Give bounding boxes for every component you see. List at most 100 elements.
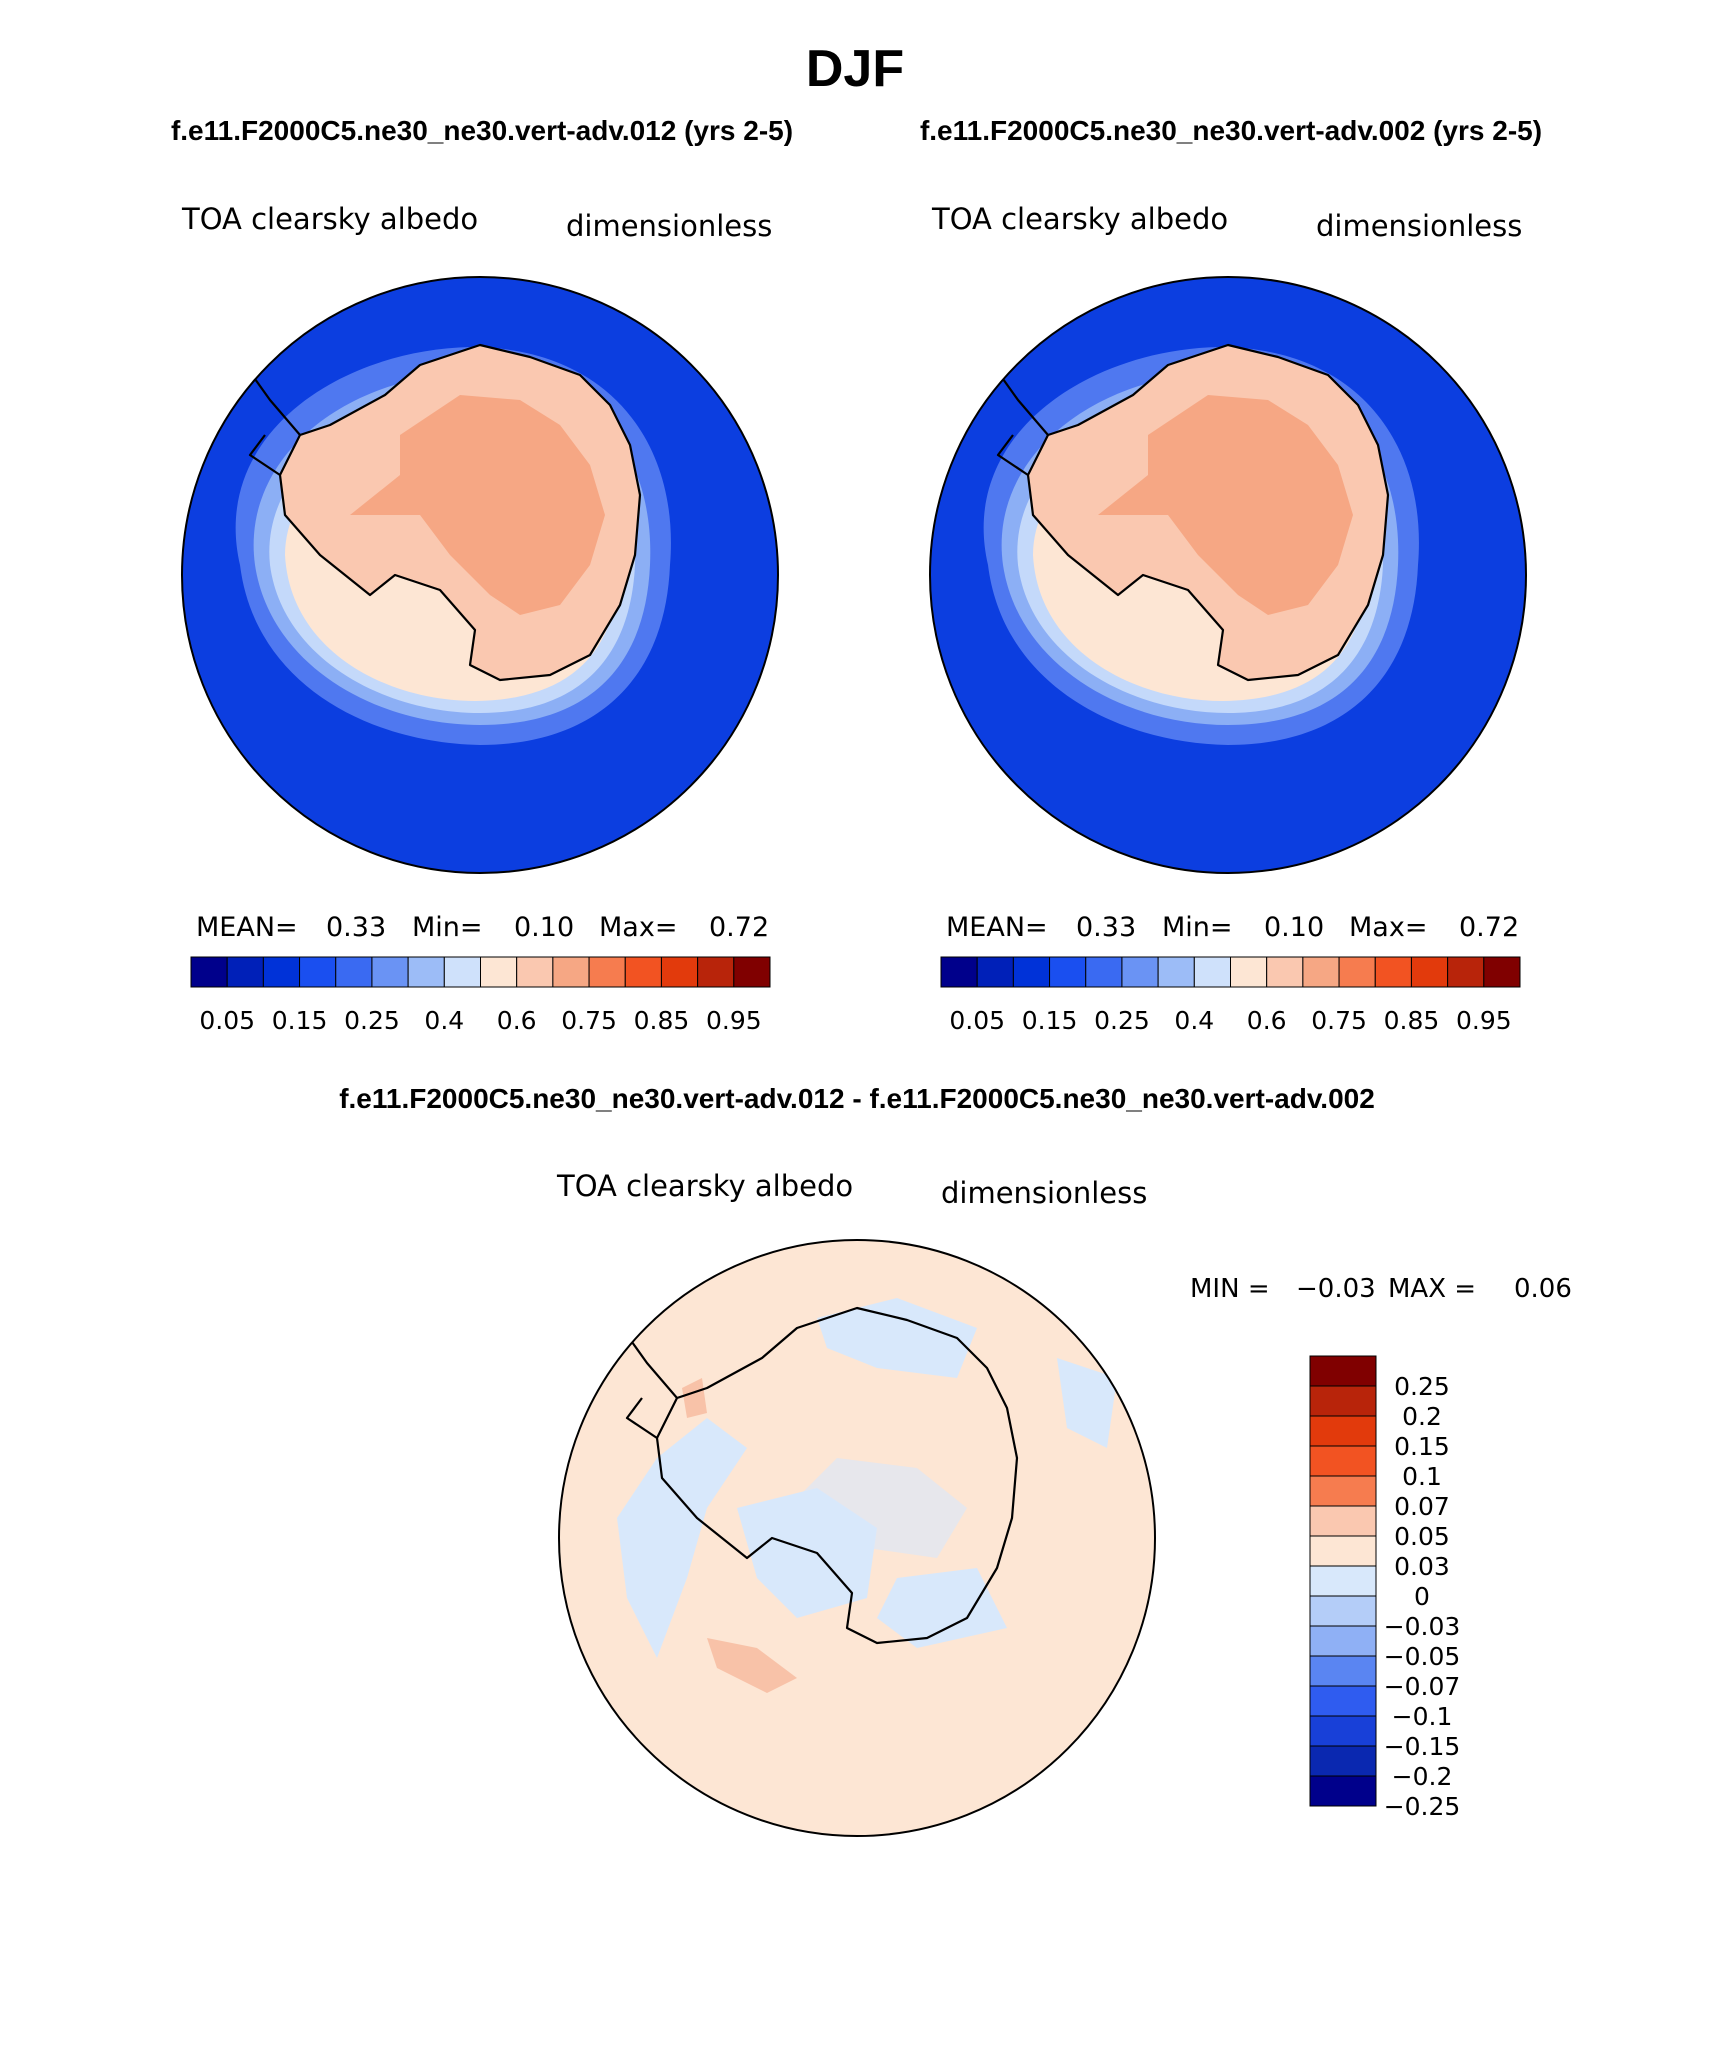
right-colorbar-tick-label: 0.05 (949, 1006, 1005, 1035)
right-colorbar-swatch (1193, 956, 1231, 988)
right-colorbar-tick-label: 0.4 (1174, 1006, 1214, 1035)
difference-colorbar-tick-label: −0.15 (1384, 1732, 1461, 1761)
left-colorbar-tick-label: 0.4 (424, 1006, 464, 1035)
right-colorbar-swatch (1085, 956, 1123, 988)
difference-colorbar-swatch (1309, 1385, 1377, 1417)
difference-colorbar-swatch (1309, 1505, 1377, 1537)
difference-colorbar-tick-label: 0.25 (1394, 1372, 1450, 1401)
difference-colorbar-swatch (1309, 1655, 1377, 1687)
panel-left-map (182, 277, 778, 873)
difference-colorbar-tick-label: −0.2 (1392, 1762, 1453, 1791)
left-colorbar-tick-label: 0.6 (497, 1006, 537, 1035)
panel-left-max-label: Max= (599, 912, 677, 943)
left-colorbar-swatch (335, 956, 373, 988)
right-colorbar-swatch (940, 956, 978, 988)
panel-left-colorbar: 0.05 0.15 0.25 0.4 0.6 0.75 0.85 0.95 (190, 956, 771, 1035)
right-colorbar-tick-label: 0.75 (1311, 1006, 1367, 1035)
panel-right-mean-value: 0.33 (1076, 912, 1136, 943)
difference-colorbar-tick-label: −0.25 (1384, 1792, 1461, 1821)
right-colorbar-swatch (1049, 956, 1087, 988)
left-colorbar-swatch (516, 956, 554, 988)
difference-colorbar-swatch (1309, 1535, 1377, 1567)
right-colorbar-swatch (1410, 956, 1449, 988)
left-colorbar-swatch (190, 956, 228, 988)
panel-right-colorbar: 0.05 0.15 0.25 0.4 0.6 0.75 0.85 0.95 (940, 956, 1521, 1035)
panel-left-max-value: 0.72 (709, 912, 769, 943)
difference-colorbar-swatch (1309, 1415, 1377, 1447)
difference-colorbar-swatch (1309, 1625, 1377, 1657)
difference-min-value: −0.03 (1296, 1274, 1376, 1304)
right-colorbar-swatch (1302, 956, 1340, 988)
panel-left-mean-label: MEAN= (196, 912, 298, 943)
left-colorbar-swatch (733, 956, 771, 988)
left-colorbar-swatch (407, 956, 445, 988)
left-colorbar-swatch (624, 956, 662, 988)
difference-colorbar-swatch (1309, 1355, 1377, 1387)
left-colorbar-tick-label: 0.15 (272, 1006, 328, 1035)
difference-title: f.e11.F2000C5.ne30_ne30.vert-adv.012 - f… (339, 1083, 1375, 1114)
panel-left-case-title: f.e11.F2000C5.ne30_ne30.vert-adv.012 (yr… (171, 115, 793, 146)
panel-left-min-label: Min= (412, 912, 483, 943)
left-colorbar-swatch (299, 956, 337, 988)
difference-max-label: MAX = (1388, 1274, 1476, 1304)
difference-colorbar-swatch (1309, 1595, 1377, 1627)
right-colorbar-tick-label: 0.6 (1247, 1006, 1287, 1035)
left-colorbar-swatch (371, 956, 409, 988)
right-colorbar-swatch (1012, 956, 1051, 988)
difference-units: dimensionless (941, 1176, 1147, 1210)
difference-colorbar-swatch (1309, 1775, 1377, 1807)
right-colorbar-swatch (1157, 956, 1195, 988)
right-colorbar-swatch (1121, 956, 1159, 988)
left-colorbar-tick-label: 0.95 (706, 1006, 762, 1035)
right-colorbar-swatch (1374, 956, 1412, 988)
season-title: DJF (806, 40, 904, 98)
difference-colorbar-tick-label: −0.1 (1392, 1702, 1453, 1731)
panel-right-units: dimensionless (1316, 209, 1522, 243)
panel-left-min-value: 0.10 (514, 912, 574, 943)
difference-colorbar-tick-label: 0.15 (1394, 1432, 1450, 1461)
panel-right-variable: TOA clearsky albedo (931, 202, 1228, 236)
left-colorbar-swatch (480, 956, 518, 988)
panel-left: TOA clearsky albedo dimensionless MEAN= … (181, 202, 779, 1035)
right-colorbar-swatch (1483, 956, 1521, 988)
right-colorbar-swatch (976, 956, 1014, 988)
left-colorbar-swatch (588, 956, 626, 988)
panel-left-units: dimensionless (566, 209, 772, 243)
left-colorbar-swatch (660, 956, 699, 988)
difference-colorbar-swatch (1309, 1565, 1377, 1597)
left-colorbar-tick-label: 0.05 (199, 1006, 255, 1035)
left-colorbar-swatch (552, 956, 590, 988)
difference-colorbar-swatch (1309, 1685, 1377, 1717)
panel-right-mean-label: MEAN= (946, 912, 1048, 943)
right-colorbar-tick-label: 0.25 (1094, 1006, 1150, 1035)
left-colorbar-swatch (697, 956, 735, 988)
difference-colorbar-tick-label: −0.07 (1384, 1672, 1461, 1701)
panel-right-max-value: 0.72 (1459, 912, 1519, 943)
right-colorbar-swatch (1338, 956, 1376, 988)
difference-colorbar-tick-label: 0 (1414, 1582, 1430, 1611)
left-colorbar-tick-label: 0.85 (634, 1006, 690, 1035)
difference-colorbar-swatch (1309, 1745, 1377, 1777)
panel-right-min-value: 0.10 (1264, 912, 1324, 943)
difference-colorbar: 0.250.20.150.10.070.050.030−0.03−0.05−0.… (1309, 1355, 1461, 1821)
right-colorbar-tick-label: 0.85 (1384, 1006, 1440, 1035)
difference-max-value: 0.06 (1514, 1274, 1572, 1304)
difference-colorbar-swatch (1309, 1475, 1377, 1507)
left-colorbar-tick-label: 0.25 (344, 1006, 400, 1035)
panel-right-max-label: Max= (1349, 912, 1427, 943)
left-colorbar-swatch (226, 956, 264, 988)
panel-right-map (930, 277, 1526, 873)
difference-colorbar-swatch (1309, 1445, 1377, 1477)
difference-variable: TOA clearsky albedo (556, 1169, 853, 1203)
difference-colorbar-swatch (1309, 1715, 1377, 1747)
right-colorbar-swatch (1266, 956, 1304, 988)
panel-left-variable: TOA clearsky albedo (181, 202, 478, 236)
right-colorbar-tick-label: 0.95 (1456, 1006, 1512, 1035)
difference-map (559, 1240, 1155, 1836)
panel-right: TOA clearsky albedo dimensionless MEAN= … (929, 202, 1527, 1035)
difference-colorbar-tick-label: 0.05 (1394, 1522, 1450, 1551)
difference-colorbar-tick-label: 0.2 (1402, 1402, 1442, 1431)
difference-colorbar-tick-label: 0.1 (1402, 1462, 1442, 1491)
left-colorbar-swatch (443, 956, 481, 988)
